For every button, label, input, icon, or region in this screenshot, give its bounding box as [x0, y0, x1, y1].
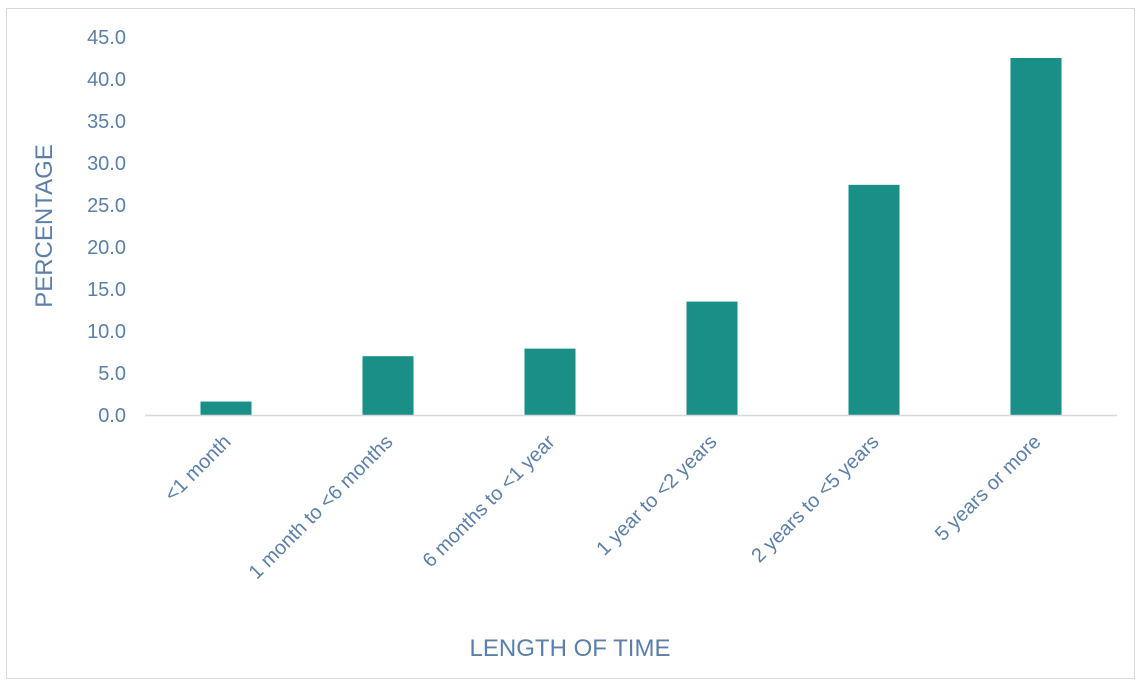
y-tick-label: 5.0 — [98, 363, 126, 385]
chart-frame — [6, 8, 1135, 679]
y-tick-label: 0.0 — [98, 405, 126, 427]
y-tick-label: 35.0 — [87, 111, 126, 133]
bar — [848, 184, 900, 415]
x-tick-label: 1 month to <6 months — [245, 431, 398, 584]
y-tick-label: 15.0 — [87, 279, 126, 301]
x-tick-label: 6 months to <1 year — [419, 431, 560, 572]
bar — [1010, 58, 1062, 415]
bar — [200, 401, 252, 415]
y-tick-label: 45.0 — [87, 27, 126, 49]
y-tick-label: 40.0 — [87, 69, 126, 91]
y-tick-label: 10.0 — [87, 321, 126, 343]
bar — [362, 356, 414, 415]
x-tick-label: 1 year to <2 years — [592, 431, 721, 560]
bar — [524, 348, 576, 415]
x-tick-label: 5 years or more — [931, 431, 1046, 546]
x-axis-ticks: <1 month 1 month to <6 months 6 months to … — [161, 431, 1046, 584]
x-axis-title: LENGTH OF TIME — [470, 635, 671, 662]
x-tick-label: 2 years to <5 years — [747, 431, 883, 567]
y-tick-label: 20.0 — [87, 237, 126, 259]
bars — [200, 58, 1062, 415]
y-tick-label: 25.0 — [87, 195, 126, 217]
y-axis-title: PERCENTAGE — [31, 144, 58, 308]
x-tick-label: <1 month — [161, 431, 236, 506]
y-tick-label: 30.0 — [87, 153, 126, 175]
y-axis-ticks: 0.0 5.0 10.0 15.0 20.0 25.0 30.0 35.0 40.0 45.0 — [87, 27, 126, 427]
bar — [686, 301, 738, 415]
